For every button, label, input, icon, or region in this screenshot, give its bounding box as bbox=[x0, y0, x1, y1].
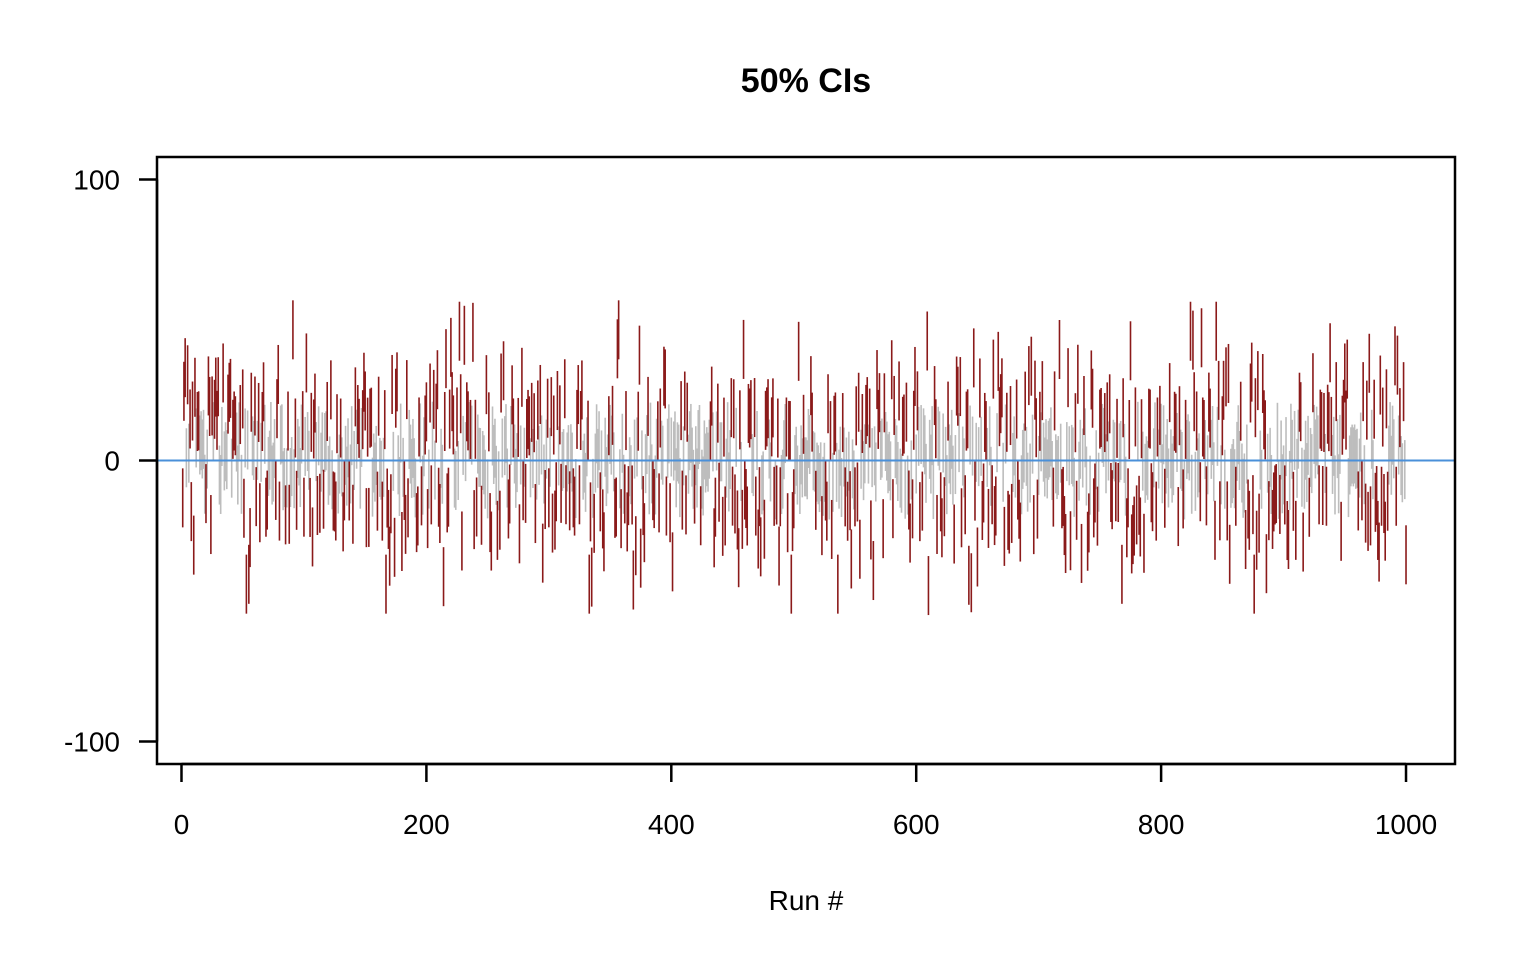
x-tick-label-800: 800 bbox=[1138, 809, 1185, 840]
y-tick-label-0: 0 bbox=[104, 446, 120, 477]
x-tick-label-400: 400 bbox=[648, 809, 695, 840]
chart-title: 50% CIs bbox=[741, 62, 871, 100]
x-axis-label: Run # bbox=[769, 885, 844, 916]
x-tick-label-0: 0 bbox=[174, 809, 190, 840]
intervals-group bbox=[181, 300, 1407, 616]
y-tick-label--100: -100 bbox=[64, 727, 120, 758]
x-tick-label-600: 600 bbox=[893, 809, 940, 840]
x-tick-label-200: 200 bbox=[403, 809, 450, 840]
y-tick-label-100: 100 bbox=[73, 164, 120, 195]
y-axis: -100 0 100 bbox=[64, 164, 159, 758]
x-tick-label-1000: 1000 bbox=[1375, 809, 1437, 840]
x-axis: 0 200 400 600 800 1000 bbox=[174, 762, 1437, 840]
